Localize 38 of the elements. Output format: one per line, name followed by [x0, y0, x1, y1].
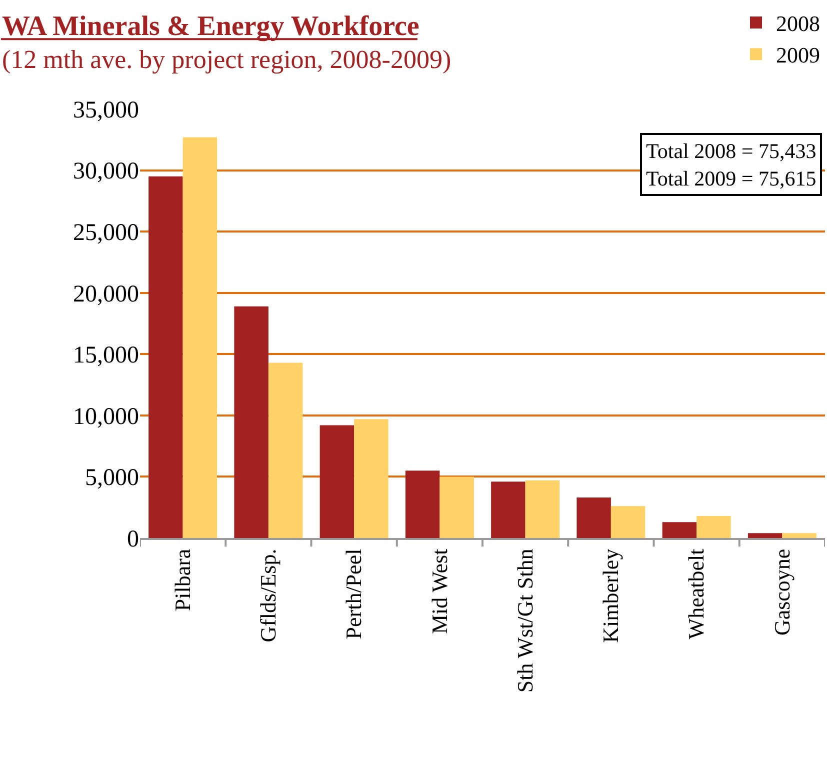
bar [662, 522, 697, 538]
legend-label: 2009 [776, 42, 820, 68]
y-tick-label: 25,000 [73, 220, 139, 246]
bar [696, 516, 731, 538]
x-tick-label: Pilbara [170, 548, 195, 612]
x-tick-label: Sth Wst/Gt Sthn [512, 548, 538, 693]
x-tick-label: Perth/Peel [341, 548, 366, 640]
x-tick-label: Wheatbelt [684, 548, 709, 640]
bar [148, 176, 183, 538]
x-tick-label: Mid West [426, 548, 452, 634]
bar [576, 498, 611, 538]
bar [182, 137, 218, 538]
bar [320, 425, 354, 538]
x-tick-label: Gascoyne [769, 548, 794, 636]
annotation: Total 2009 = 75,615 [646, 166, 816, 190]
legend-label: 2008 [776, 11, 820, 36]
bar [234, 306, 268, 538]
y-tick-label: 5,000 [85, 465, 139, 492]
bar [440, 476, 474, 538]
bar [491, 482, 526, 538]
bar [405, 470, 440, 538]
chart-title: WA Minerals & Energy Workforce [2, 11, 420, 42]
bar [610, 506, 646, 538]
y-tick-label: 30,000 [73, 158, 139, 185]
bar [354, 419, 388, 538]
y-tick-label: 15,000 [73, 342, 139, 369]
x-tick-label: Kimberley [598, 548, 624, 643]
x-tick-label: Gflds/Esp. [256, 548, 281, 642]
bar [525, 480, 560, 538]
annotation: Total 2008 = 75,433 [646, 139, 816, 163]
y-tick-label: 20,000 [73, 281, 139, 308]
y-tick-label: 10,000 [73, 404, 139, 430]
bar [748, 533, 782, 538]
y-tick-label: 35,000 [73, 97, 139, 124]
bar [268, 362, 303, 538]
bar [782, 533, 816, 538]
chart-subtitle: (12 mth ave. by project region, 2008-2009) [2, 45, 452, 74]
y-tick-label: 0 [127, 526, 139, 552]
